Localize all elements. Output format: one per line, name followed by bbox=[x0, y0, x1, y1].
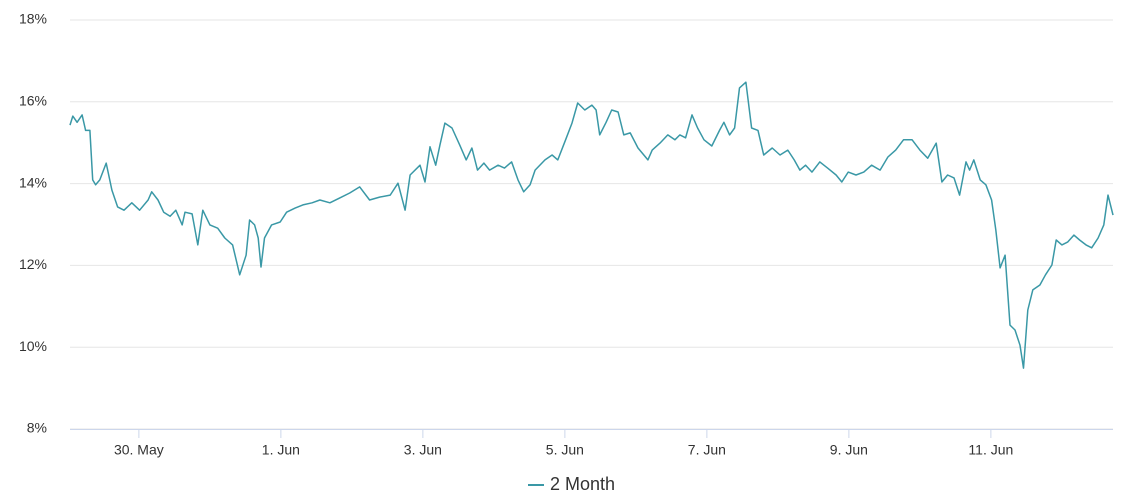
legend-text: 2 Month bbox=[550, 474, 615, 494]
y-tick-label: 16% bbox=[19, 93, 47, 109]
x-tick-label: 3. Jun bbox=[404, 442, 442, 458]
x-tick-label: 5. Jun bbox=[546, 442, 584, 458]
y-tick-label: 14% bbox=[19, 174, 47, 190]
y-tick-label: 8% bbox=[27, 420, 47, 436]
y-tick-label: 18% bbox=[19, 11, 47, 27]
x-tick-label: 1. Jun bbox=[262, 442, 300, 458]
x-tick-label: 7. Jun bbox=[688, 442, 726, 458]
x-tick-label: 11. Jun bbox=[968, 442, 1013, 458]
line bbox=[69, 81, 1114, 369]
y-tick-label: 12% bbox=[19, 256, 47, 272]
x-tick-label: 9. Jun bbox=[830, 442, 868, 458]
x-tick-label: 30. May bbox=[114, 442, 164, 458]
y-tick-label: 10% bbox=[19, 338, 47, 354]
